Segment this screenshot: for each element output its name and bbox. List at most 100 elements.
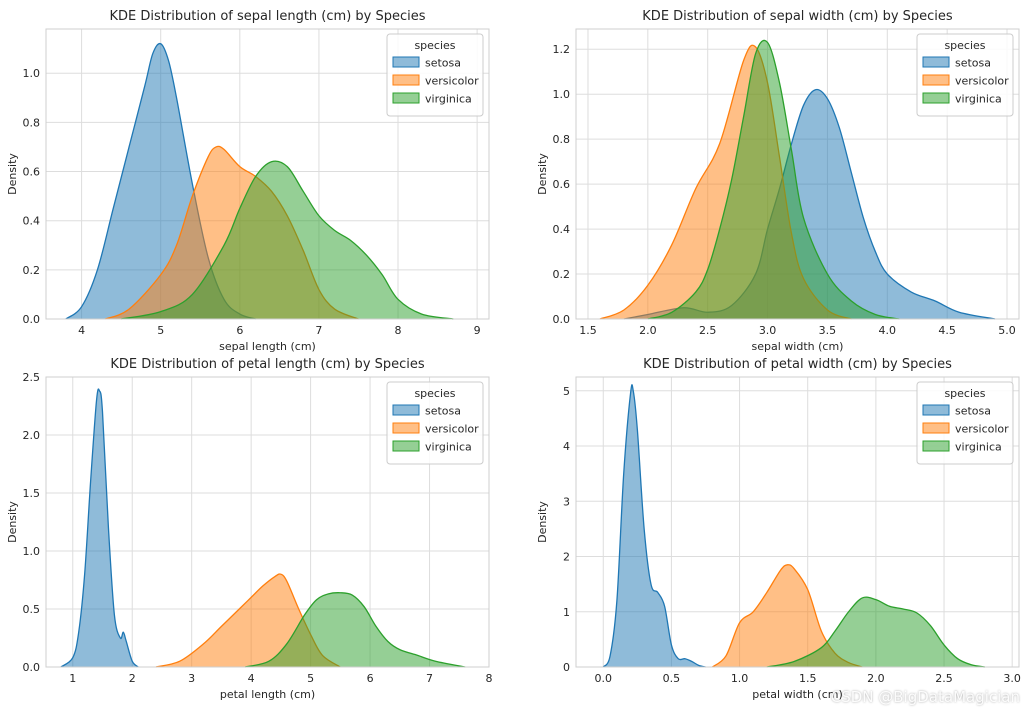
x-axis-label: petal width (cm) [752, 688, 843, 701]
x-tick-label: 5 [307, 672, 314, 685]
legend-swatch-virginica [922, 92, 950, 104]
y-tick-label: 0 [563, 661, 570, 674]
y-tick-label: 0.2 [553, 268, 571, 281]
x-tick-label: 4 [248, 672, 255, 685]
y-tick-label: 5 [563, 385, 570, 398]
legend-title: species [944, 387, 985, 400]
kde-area-setosa [60, 389, 139, 667]
chart-title: KDE Distribution of petal length (cm) by… [110, 357, 425, 372]
kde-line-virginica [647, 39, 900, 320]
legend-label-virginica: virginica [955, 93, 1002, 106]
y-tick-label: 1.0 [23, 67, 41, 80]
x-tick-label: 1.5 [579, 324, 597, 337]
y-tick-label: 1 [563, 606, 570, 619]
legend: species setosa versicolor virginica [916, 33, 1014, 117]
y-tick-label: 1.2 [553, 43, 571, 56]
legend-title: species [944, 39, 985, 52]
x-tick-label: 7 [315, 324, 322, 337]
legend-swatch-setosa [392, 56, 420, 68]
y-tick-label: 0.0 [23, 313, 41, 326]
legend-label-setosa: setosa [425, 405, 461, 418]
legend: species setosa versicolor virginica [386, 33, 484, 117]
y-tick-label: 1.5 [23, 487, 41, 500]
legend-swatch-versicolor [392, 422, 420, 434]
legend-label-versicolor: versicolor [955, 75, 1009, 88]
chart-title: KDE Distribution of sepal width (cm) by … [642, 9, 953, 24]
chart-title: KDE Distribution of sepal length (cm) by… [109, 9, 425, 24]
x-tick-label: 4.0 [879, 324, 897, 337]
chart-panel-1: 4 5 6 7 8 9 0.0 0.2 0.4 0.6 0.8 1.0 KDE Distribution… [6, 9, 490, 353]
kde-area-setosa [65, 43, 256, 320]
kde-line-virginica [121, 160, 454, 320]
legend: species setosa versicolor virginica [916, 381, 1014, 465]
legend-label-setosa: setosa [955, 57, 991, 70]
legend-swatch-versicolor [922, 422, 950, 434]
x-tick-label: 0.0 [595, 672, 613, 685]
kde-line-setosa [60, 388, 139, 668]
x-tick-label: 4 [78, 324, 85, 337]
kde-area-versicolor [712, 564, 863, 667]
legend-label-versicolor: versicolor [425, 75, 479, 88]
y-tick-label: 0.2 [23, 264, 41, 277]
kde-area-virginica [245, 592, 466, 667]
x-axis-label: sepal width (cm) [752, 340, 844, 353]
plot-frame [575, 376, 1020, 668]
x-tick-label: 1.0 [731, 672, 749, 685]
legend-label-setosa: setosa [955, 405, 991, 418]
plot-frame [45, 28, 490, 320]
x-tick-label: 8 [486, 672, 493, 685]
chart-title: KDE Distribution of petal width (cm) by … [643, 357, 952, 372]
x-tick-label: 6 [367, 672, 374, 685]
y-tick-label: 3 [563, 495, 570, 508]
x-tick-label: 1 [69, 672, 76, 685]
kde-area-setosa [603, 384, 706, 667]
x-tick-label: 2 [129, 672, 136, 685]
legend-label-versicolor: versicolor [955, 423, 1009, 436]
legend-label-versicolor: versicolor [425, 423, 479, 436]
y-tick-label: 0.4 [23, 215, 41, 228]
legend-label-virginica: virginica [955, 441, 1002, 454]
legend-swatch-setosa [922, 404, 950, 416]
y-tick-label: 4 [563, 440, 570, 453]
x-tick-label: 9 [474, 324, 481, 337]
kde-area-setosa [623, 89, 996, 320]
x-tick-label: 2.0 [867, 672, 885, 685]
y-tick-label: 0.8 [23, 116, 41, 129]
plot-frame [575, 28, 1020, 320]
kde-line-virginica [245, 592, 466, 668]
y-tick-label: 0.6 [23, 166, 41, 179]
y-tick-label: 0.0 [23, 661, 41, 674]
x-tick-label: 7 [426, 672, 433, 685]
kde-line-setosa [602, 384, 706, 668]
x-tick-label: 3 [188, 672, 195, 685]
x-tick-label: 5 [157, 324, 164, 337]
legend-swatch-versicolor [922, 74, 950, 86]
legend-swatch-versicolor [392, 74, 420, 86]
legend-swatch-setosa [392, 404, 420, 416]
legend-label-virginica: virginica [425, 93, 472, 106]
x-tick-label: 5.0 [998, 324, 1016, 337]
x-tick-label: 1.5 [799, 672, 817, 685]
x-axis-label: petal length (cm) [220, 688, 315, 701]
x-tick-label: 3.0 [1003, 672, 1021, 685]
x-tick-label: 0.5 [663, 672, 681, 685]
legend-label-setosa: setosa [425, 57, 461, 70]
x-tick-label: 2.5 [699, 324, 717, 337]
x-axis-label: sepal length (cm) [219, 340, 316, 353]
x-tick-label: 3.5 [819, 324, 837, 337]
y-axis-label: Density [536, 153, 549, 195]
legend-label-virginica: virginica [425, 441, 472, 454]
x-tick-label: 4.5 [938, 324, 956, 337]
y-tick-label: 0.6 [553, 178, 571, 191]
kde-area-virginica [766, 597, 985, 667]
legend-swatch-virginica [922, 440, 950, 452]
legend-swatch-virginica [392, 92, 420, 104]
y-tick-label: 0.5 [23, 603, 41, 616]
x-tick-label: 8 [395, 324, 402, 337]
x-tick-label: 6 [236, 324, 243, 337]
y-tick-label: 0.8 [553, 133, 571, 146]
chart-panel-2: 1.5 2.0 2.5 3.0 3.5 4.0 4.5 5.0 0.0 0.2 0.4 0.6 0.8 1… [536, 9, 1020, 353]
y-axis-label: Density [6, 501, 19, 543]
plot-frame [45, 376, 490, 668]
